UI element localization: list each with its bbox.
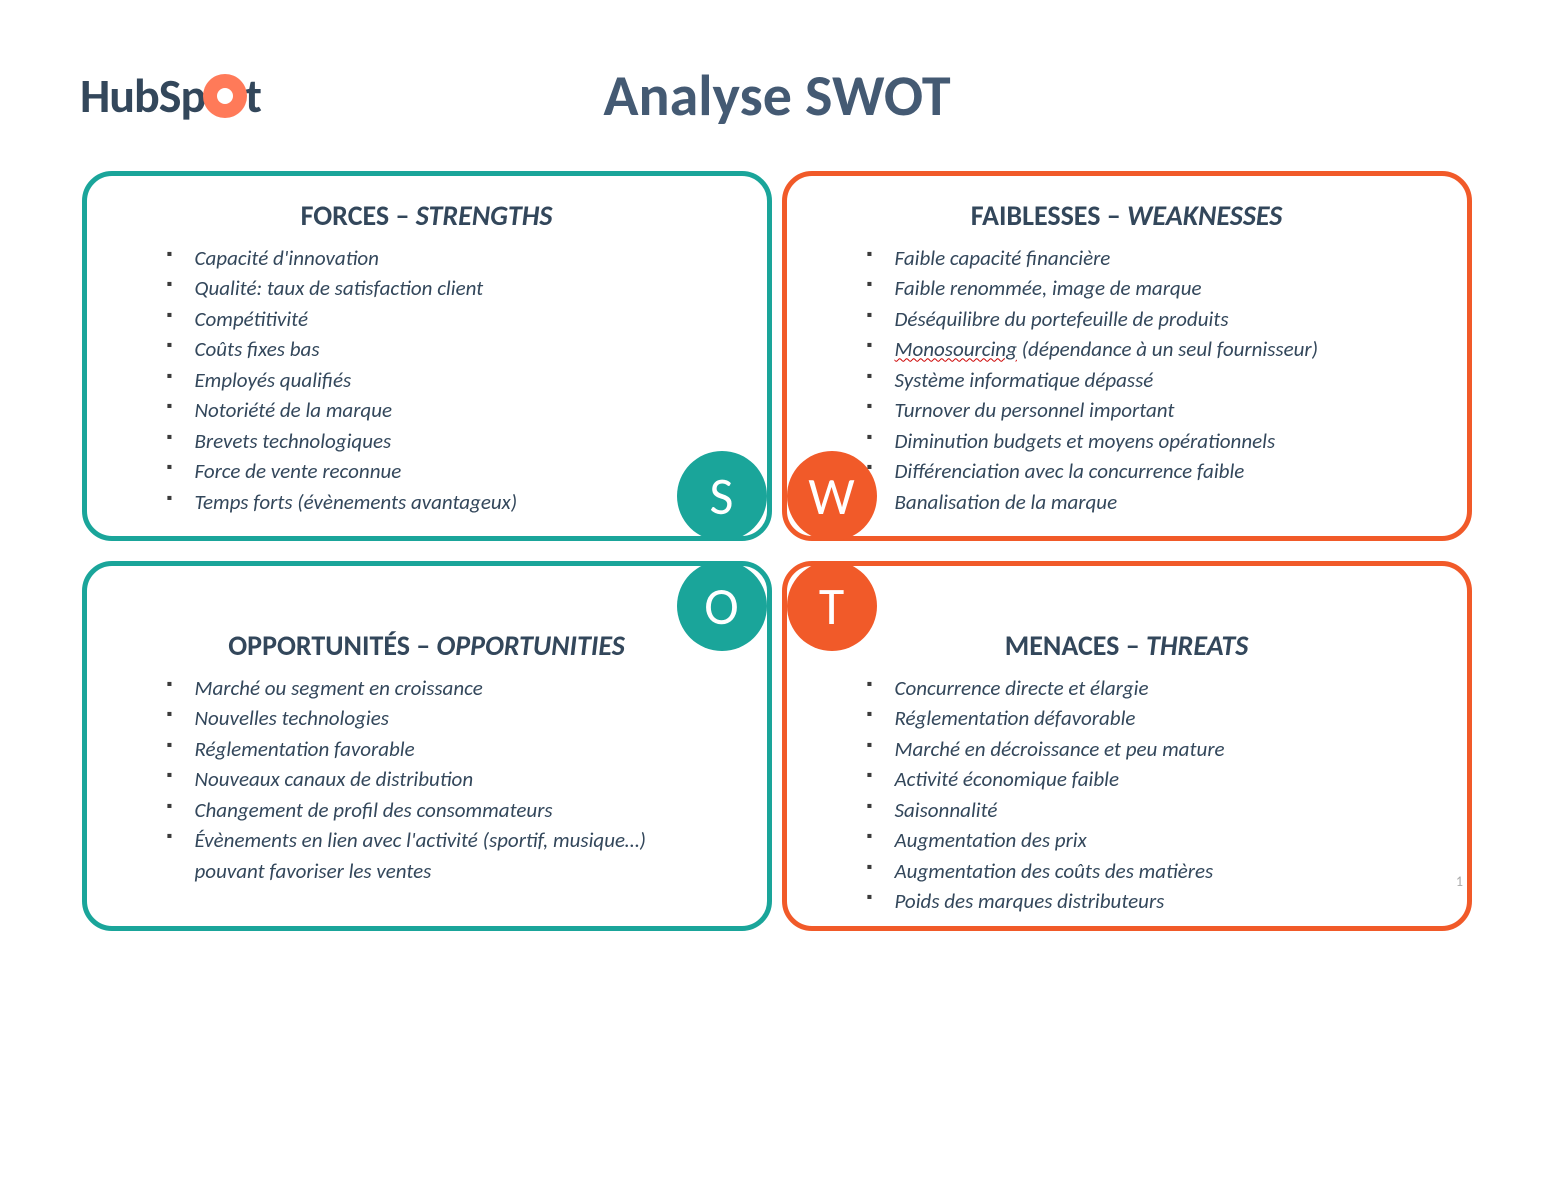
list-item: Poids des marques distributeurs <box>867 886 1417 916</box>
list-item: Turnover du personnel important <box>867 395 1417 425</box>
opportunities-heading: OPPORTUNITÉS – OPPORTUNITIES <box>137 628 717 663</box>
swot-grid: FORCES – STRENGTHS Capacité d'innovation… <box>82 171 1472 931</box>
list-item: Marché en décroissance et peu mature <box>867 734 1417 764</box>
badge-o: O <box>677 561 767 651</box>
list-item: Changement de profil des consommateurs <box>167 795 717 825</box>
list-item: Différenciation avec la concurrence faib… <box>867 456 1417 486</box>
strengths-list: Capacité d'innovationQualité: taux de sa… <box>137 243 717 517</box>
center-badges: S W O T <box>677 451 877 651</box>
list-item: Banalisation de la marque <box>867 487 1417 517</box>
badge-t: T <box>787 561 877 651</box>
quadrant-opportunities: OPPORTUNITÉS – OPPORTUNITIES Marché ou s… <box>82 561 772 931</box>
list-item: Temps forts (évènements avantageux) <box>167 487 717 517</box>
list-item: Employés qualifiés <box>167 365 717 395</box>
list-item: Activité économique faible <box>867 764 1417 794</box>
quadrant-strengths: FORCES – STRENGTHS Capacité d'innovation… <box>82 171 772 541</box>
threats-heading-fr: MENACES <box>1005 628 1120 663</box>
list-item: Capacité d'innovation <box>167 243 717 273</box>
weaknesses-heading-fr: FAIBLESSES <box>971 198 1101 233</box>
strengths-heading: FORCES – STRENGTHS <box>137 198 717 233</box>
list-item: Réglementation favorable <box>167 734 717 764</box>
sprocket-icon <box>203 74 247 118</box>
list-item: Augmentation des coûts des matières <box>867 856 1417 886</box>
list-item: Déséquilibre du portefeuille de produits <box>867 304 1417 334</box>
opportunities-heading-fr: OPPORTUNITÉS <box>228 628 410 663</box>
list-item: Compétitivité <box>167 304 717 334</box>
list-item: Augmentation des prix <box>867 825 1417 855</box>
threats-heading-en: THREATS <box>1146 628 1248 663</box>
list-item: Marché ou segment en croissance <box>167 673 717 703</box>
list-item: Monosourcing (dépendance à un seul fourn… <box>867 334 1417 364</box>
list-item: Notoriété de la marque <box>167 395 717 425</box>
badge-s: S <box>677 451 767 541</box>
list-item: Qualité: taux de satisfaction client <box>167 273 717 303</box>
threats-list: Concurrence directe et élargieRéglementa… <box>837 673 1417 917</box>
list-item: Force de vente reconnue <box>167 456 717 486</box>
strengths-heading-en: STRENGTHS <box>416 198 553 233</box>
quadrant-weaknesses: FAIBLESSES – WEAKNESSES Faible capacité … <box>782 171 1472 541</box>
page-number: 1 <box>1456 873 1463 890</box>
quadrant-threats: MENACES – THREATS Concurrence directe et… <box>782 561 1472 931</box>
list-item: Évènements en lien avec l'activité (spor… <box>167 825 717 886</box>
list-item: Concurrence directe et élargie <box>867 673 1417 703</box>
list-item: Faible renommée, image de marque <box>867 273 1417 303</box>
weaknesses-list: Faible capacité financièreFaible renommé… <box>837 243 1417 517</box>
list-item: Saisonnalité <box>867 795 1417 825</box>
list-item: Coûts fixes bas <box>167 334 717 364</box>
swot-slide: HubSpt Analyse SWOT FORCES – STRENGTHS C… <box>0 0 1553 1200</box>
page-title: Analyse SWOT <box>81 60 1473 131</box>
opportunities-list: Marché ou segment en croissanceNouvelles… <box>137 673 717 886</box>
badge-w: W <box>787 451 877 541</box>
strengths-heading-fr: FORCES <box>301 198 390 233</box>
list-item: Système informatique dépassé <box>867 365 1417 395</box>
list-item: Nouvelles technologies <box>167 703 717 733</box>
list-item: Diminution budgets et moyens opérationne… <box>867 426 1417 456</box>
opportunities-heading-en: OPPORTUNITIES <box>437 628 625 663</box>
list-item: Réglementation défavorable <box>867 703 1417 733</box>
list-item: Brevets technologiques <box>167 426 717 456</box>
weaknesses-heading-en: WEAKNESSES <box>1127 198 1282 233</box>
list-item: Nouveaux canaux de distribution <box>167 764 717 794</box>
list-item: Faible capacité financière <box>867 243 1417 273</box>
header: HubSpt Analyse SWOT <box>80 60 1473 131</box>
threats-heading: MENACES – THREATS <box>837 628 1417 663</box>
weaknesses-heading: FAIBLESSES – WEAKNESSES <box>837 198 1417 233</box>
